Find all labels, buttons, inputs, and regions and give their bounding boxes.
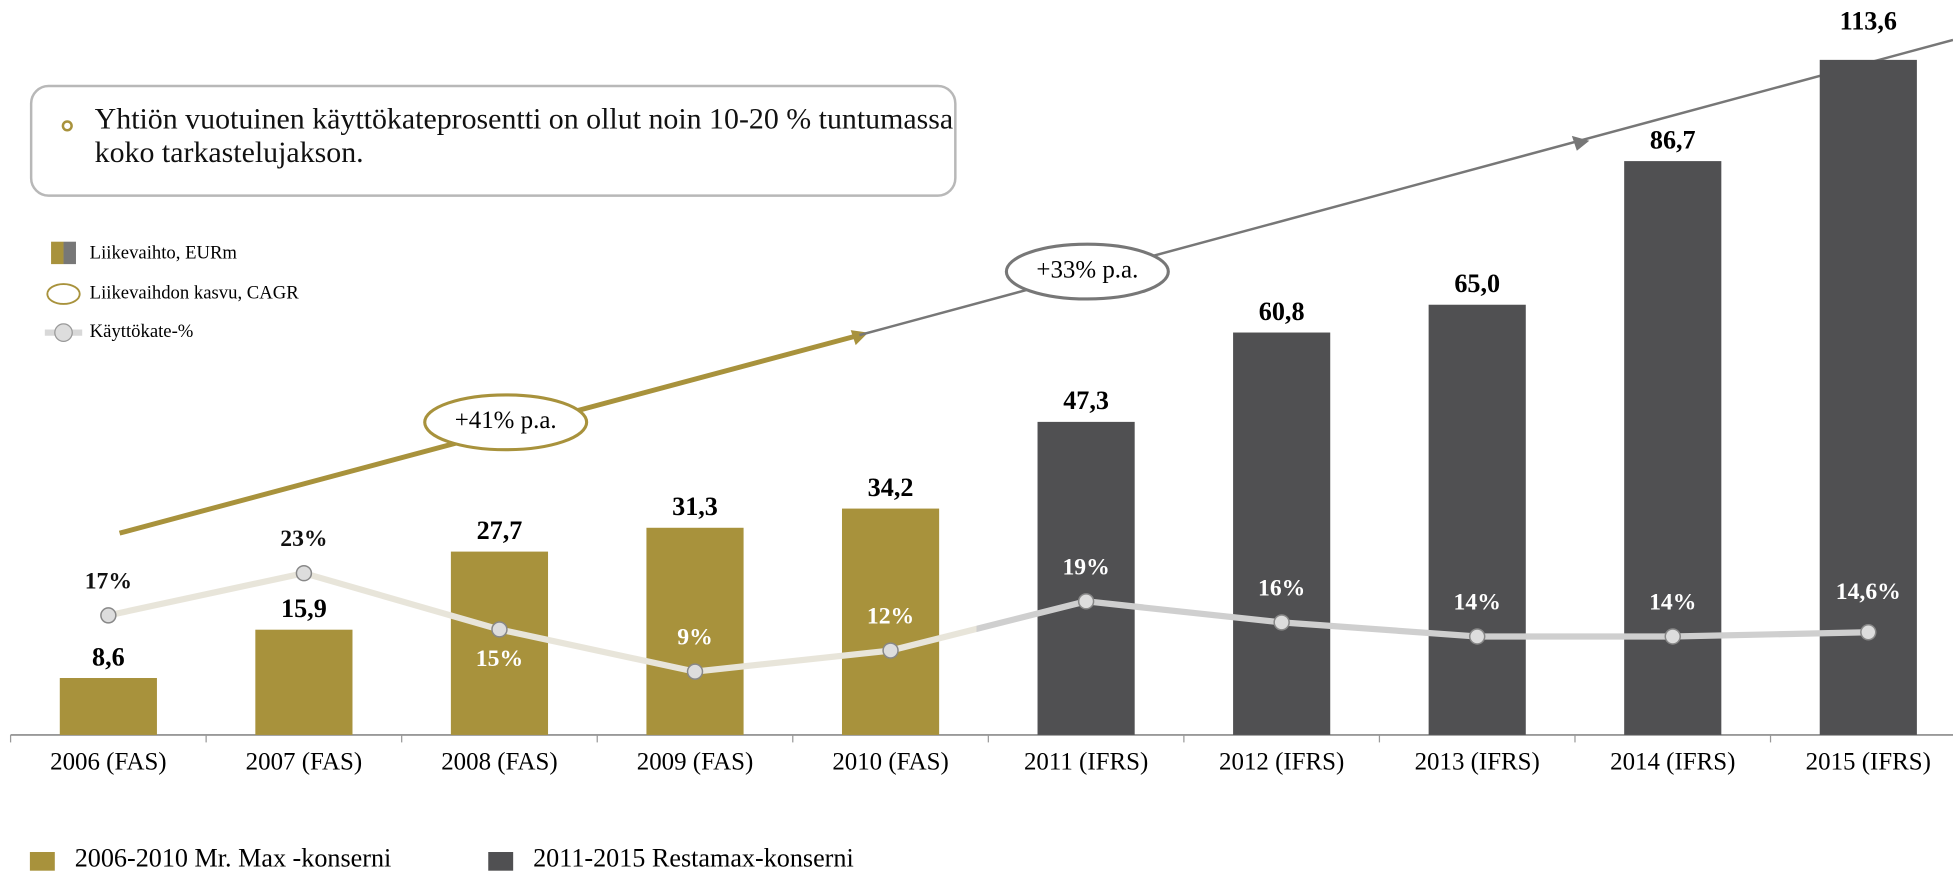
bar <box>1037 421 1135 735</box>
callout-box <box>29 84 957 197</box>
bar <box>1819 59 1917 735</box>
bar <box>646 527 744 735</box>
legend-swatch <box>63 241 76 265</box>
value-label: 14% <box>1454 590 1501 616</box>
legend-swatch <box>51 241 64 265</box>
x-tick-label: 2015 (IFRS) <box>1806 748 1931 775</box>
line-point <box>1077 593 1095 610</box>
x-tick-label: 2008 (FAS) <box>441 748 557 775</box>
line-point <box>882 642 899 659</box>
x-tick-label: 2011 (IFRS) <box>1024 748 1148 775</box>
x-tick-label: 2009 (FAS) <box>637 748 753 775</box>
arrowhead <box>1571 135 1590 151</box>
value-label: 8,6 <box>92 642 125 671</box>
bar <box>1233 332 1331 735</box>
line-point <box>295 564 313 582</box>
bar <box>450 551 549 735</box>
line-point <box>1468 628 1486 645</box>
legend-swatch <box>488 852 514 871</box>
line-point <box>1860 624 1877 641</box>
bar <box>255 629 353 735</box>
bar <box>59 678 157 735</box>
cagr-ellipse <box>423 393 589 452</box>
value-label: 17% <box>85 568 132 594</box>
legend-label: Liikevaihto, EURm <box>90 242 238 263</box>
legend-label: Liikevaihdon kasvu, CAGR <box>90 282 300 303</box>
value-label: 15% <box>476 646 523 672</box>
callout-wrap: Yhtiön vuotuinen käyttökateprosentti on … <box>94 103 954 170</box>
line-point <box>686 663 704 680</box>
value-label: 65,0 <box>1454 269 1500 298</box>
cagr-arrow <box>859 38 1953 337</box>
value-label: 19% <box>1062 554 1109 580</box>
value-label: 47,3 <box>1063 386 1109 415</box>
value-label: 9% <box>677 625 712 651</box>
value-label: 14% <box>1649 590 1696 616</box>
callout-text: Yhtiön vuotuinen käyttökateprosentti on … <box>94 103 954 170</box>
value-label: 12% <box>867 604 914 630</box>
x-tick-label: 2013 (IFRS) <box>1415 748 1540 775</box>
value-label: 60,8 <box>1259 297 1305 326</box>
value-label: 34,2 <box>868 473 914 502</box>
annotation: +33% p.a. <box>1036 256 1138 283</box>
line-point <box>491 621 508 638</box>
bar <box>1428 304 1526 735</box>
bar <box>841 508 940 735</box>
x-tick-label: 2006 (FAS) <box>50 748 166 775</box>
legend-swatch <box>46 283 81 305</box>
value-label: 16% <box>1258 575 1305 601</box>
legend-label: 2011-2015 Restamax-konserni <box>533 844 854 872</box>
value-label: 113,6 <box>1840 7 1897 36</box>
bar <box>1624 161 1722 735</box>
x-tick-label: 2007 (FAS) <box>246 748 362 775</box>
annotation: +41% p.a. <box>455 407 557 434</box>
value-label: 86,7 <box>1650 125 1696 154</box>
line-point <box>100 607 117 624</box>
value-label: 31,3 <box>672 492 718 521</box>
legend-swatch <box>54 323 73 342</box>
legend-label: 2006-2010 Mr. Max -konserni <box>75 844 392 872</box>
x-tick-label: 2012 (IFRS) <box>1219 748 1344 775</box>
value-label: 23% <box>280 526 327 552</box>
x-tick-label: 2014 (IFRS) <box>1610 748 1735 775</box>
value-label: 27,7 <box>477 516 523 545</box>
line-point <box>1273 614 1290 631</box>
value-label: 15,9 <box>281 594 327 623</box>
legend-swatch <box>29 852 55 871</box>
line <box>107 569 1869 675</box>
legend-label: Käyttökate-% <box>90 321 194 342</box>
line-point <box>1664 628 1681 645</box>
cagr-ellipse <box>1004 242 1170 301</box>
x-tick-label: 2010 (FAS) <box>832 748 948 775</box>
bullet <box>61 120 73 132</box>
value-label: 14,6% <box>1836 579 1901 605</box>
